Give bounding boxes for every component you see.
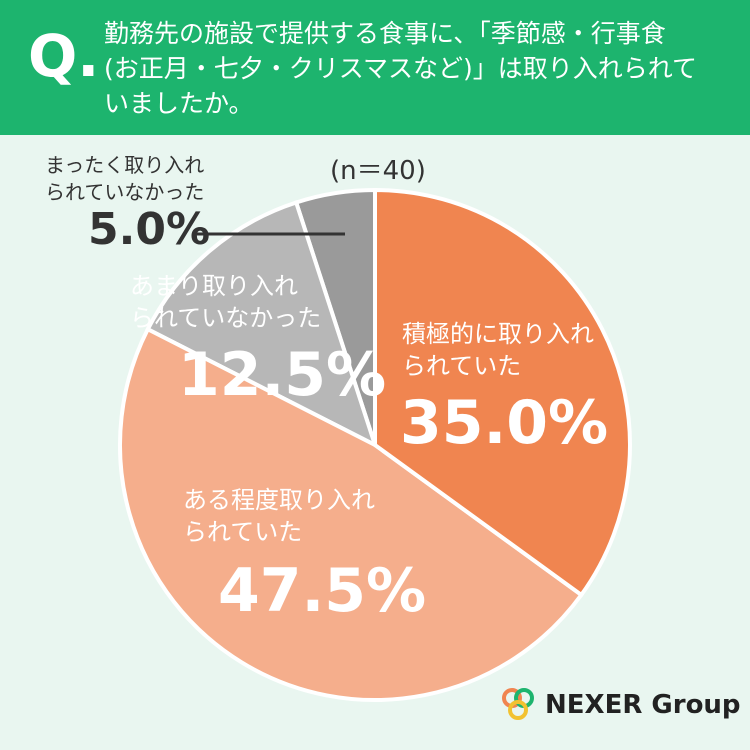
- slice-label: ある程度取り入れ られていた: [183, 486, 375, 546]
- question-marker: Q.: [28, 22, 100, 90]
- slice-label: まったく取り入れ られていなかった: [45, 153, 205, 204]
- value-label: 47.5%: [218, 556, 427, 626]
- value-label: 35.0%: [400, 388, 609, 458]
- chart-title: 勤務先の施設で提供する食事に、「季節感・行事食 (お正月・七夕・クリスマスなど)…: [104, 19, 698, 118]
- pie-slice: [145, 199, 379, 449]
- value-label: 5.0%: [88, 204, 211, 255]
- header: [0, 0, 750, 135]
- slice-label: あまり取り入れ られていなかった: [130, 272, 322, 332]
- slice-label: 積極的に取り入れ られていた: [402, 320, 594, 380]
- sample-size: (n＝40): [330, 156, 426, 186]
- logo: NEXER Group: [545, 690, 741, 720]
- pie-slice: [118, 326, 585, 702]
- pie-slice: [373, 187, 632, 598]
- logo-icon: [502, 688, 534, 720]
- value-label: 12.5%: [178, 340, 387, 410]
